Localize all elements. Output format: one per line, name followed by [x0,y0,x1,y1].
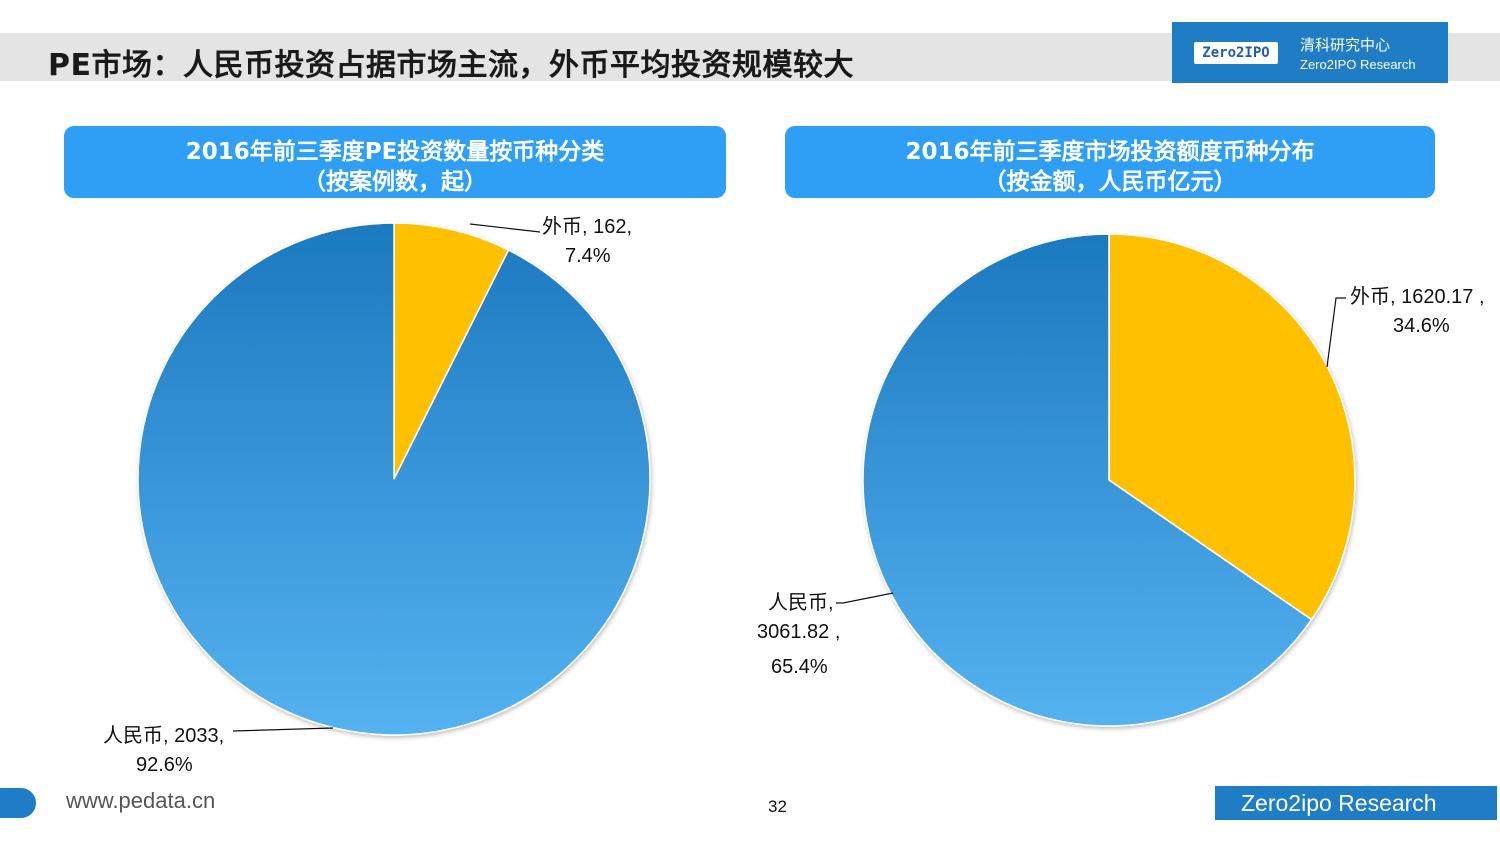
leader-line-right-foreign [1326,297,1346,368]
slice-label-right-rmb-line3: 65.4% [771,656,828,678]
left-pie-slice-rmb [137,222,651,736]
slice-label-right-foreign-line1: 外币, 1620.17 , [1350,286,1485,308]
footer-brand: Zero2ipo Research [1215,786,1497,820]
slice-label-left-foreign-line1: 外币, 162, [542,216,633,238]
footer-url[interactable]: www.pedata.cn [66,788,216,813]
logo-badge: Zero2IPO [1194,42,1278,64]
chart-left-subtitle: （按案例数，起） [303,169,487,195]
chart-right-subtitle: （按金额，人民币亿元） [983,169,1237,195]
right-pie-slice-rmb [862,233,1313,727]
chart-right-header: 2016年前三季度市场投资额度币种分布 （按金额，人民币亿元） [785,126,1435,198]
slice-label-right-foreign-line2: 34.6% [1393,315,1450,337]
footer-pill [0,788,36,818]
leader-line-left-foreign [469,223,541,233]
slice-label-right-rmb-line2: 3061.82 , [757,621,841,643]
logo-english-name: Zero2IPO Research [1300,57,1416,72]
slice-label-left-rmb-line1: 人民币, 2033, [103,725,225,747]
left-pie-slice-foreign [393,222,510,480]
slice-label-right-rmb-line1: 人民币, [768,592,834,614]
chart-right-title: 2016年前三季度市场投资额度币种分布 [905,139,1315,165]
leader-line-left-rmb [232,727,334,732]
chart-left-header: 2016年前三季度PE投资数量按币种分类 （按案例数，起） [64,126,726,198]
page-number: 32 [768,797,787,816]
logo-chinese-name: 清科研究中心 [1300,36,1391,54]
slice-label-left-rmb-line2: 92.6% [136,754,193,776]
page-title: PE市场：人民币投资占据市场主流，外币平均投资规模较大 [48,48,854,83]
chart-left-title: 2016年前三季度PE投资数量按币种分类 [185,139,605,165]
leader-line-right-rmb [836,592,894,604]
brand-logo: Zero2IPO 清科研究中心 Zero2IPO Research [1172,22,1448,83]
slice-label-left-foreign-line2: 7.4% [565,245,611,267]
